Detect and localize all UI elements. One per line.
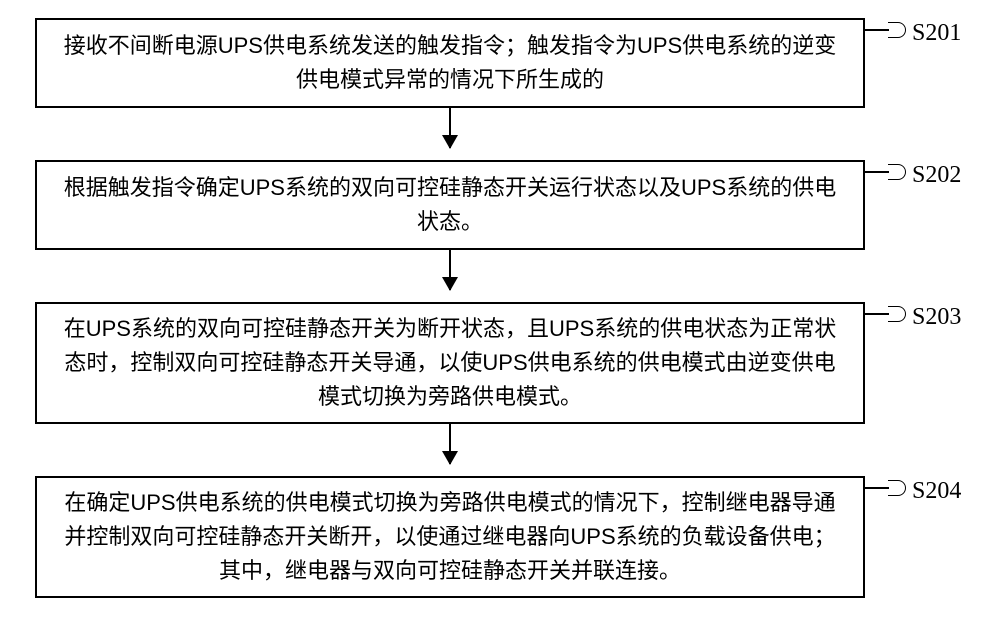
step-box-s203: 在UPS系统的双向可控硅静态开关为断开状态，且UPS系统的供电状态为正常状态时，… <box>35 302 865 424</box>
label-text: S203 <box>912 304 961 330</box>
label-text: S204 <box>912 478 961 504</box>
step-text: 在UPS系统的双向可控硅静态开关为断开状态，且UPS系统的供电状态为正常状态时，… <box>57 312 843 414</box>
label-text: S201 <box>912 20 961 46</box>
connector-brace <box>888 480 906 496</box>
flowchart-container: 接收不间断电源UPS供电系统发送的触发指令；触发指令为UPS供电系统的逆变供电模… <box>0 0 1000 631</box>
connector-brace <box>888 306 906 322</box>
step-text: 在确定UPS供电系统的供电模式切换为旁路供电模式的情况下，控制继电器导通并控制双… <box>57 486 843 588</box>
connector-line <box>865 29 889 31</box>
connector-line <box>865 171 889 173</box>
step-text: 接收不间断电源UPS供电系统发送的触发指令；触发指令为UPS供电系统的逆变供电模… <box>57 29 843 97</box>
connector-brace <box>888 22 906 38</box>
step-label-s203: S203 <box>912 304 961 331</box>
connector-line <box>865 313 889 315</box>
step-label-s204: S204 <box>912 478 961 505</box>
step-text: 根据触发指令确定UPS系统的双向可控硅静态开关运行状态以及UPS系统的供电状态。 <box>57 171 843 239</box>
step-box-s201: 接收不间断电源UPS供电系统发送的触发指令；触发指令为UPS供电系统的逆变供电模… <box>35 18 865 108</box>
arrow-1 <box>449 108 451 148</box>
arrow-2 <box>449 250 451 290</box>
arrow-3 <box>449 424 451 464</box>
step-box-s204: 在确定UPS供电系统的供电模式切换为旁路供电模式的情况下，控制继电器导通并控制双… <box>35 476 865 598</box>
connector-brace <box>888 164 906 180</box>
label-text: S202 <box>912 162 961 188</box>
step-label-s201: S201 <box>912 20 961 47</box>
connector-line <box>865 487 889 489</box>
step-label-s202: S202 <box>912 162 961 189</box>
step-box-s202: 根据触发指令确定UPS系统的双向可控硅静态开关运行状态以及UPS系统的供电状态。 <box>35 160 865 250</box>
